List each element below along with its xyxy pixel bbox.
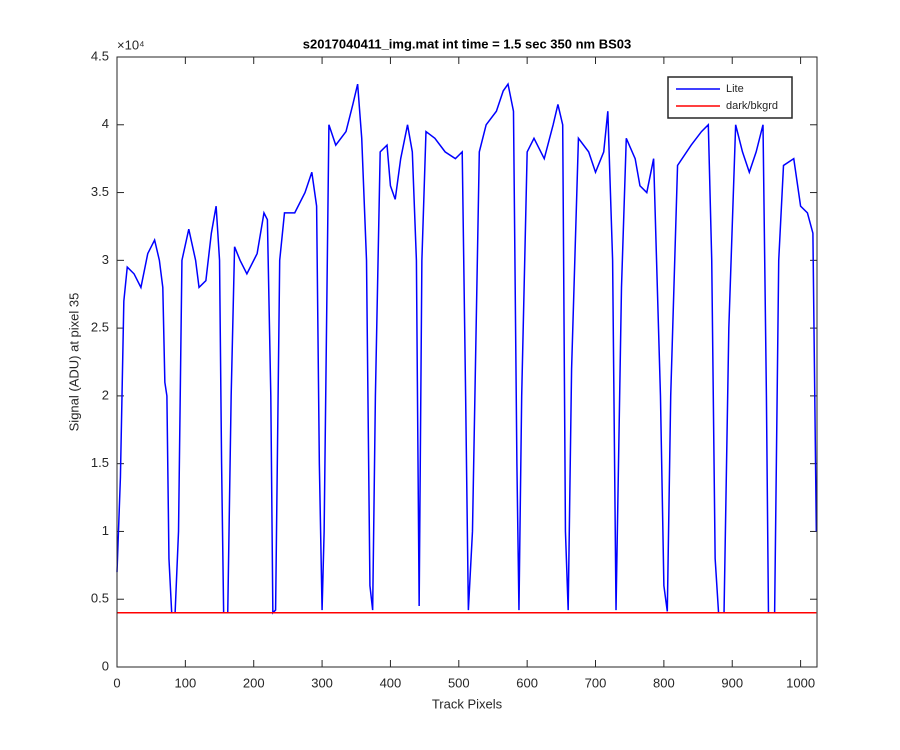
x-tick-label: 900: [721, 675, 743, 690]
x-tick-label: 400: [380, 675, 402, 690]
legend-label: dark/bkgrd: [726, 100, 778, 112]
x-tick-label: 800: [653, 675, 675, 690]
axes-box: [116, 56, 818, 668]
y-tick-label: 2: [102, 387, 109, 402]
y-tick-label: 3.5: [91, 184, 109, 199]
y-exponent: ×10⁴: [117, 37, 145, 52]
y-tick-label: 2.5: [91, 320, 109, 335]
y-axis-label: Signal (ADU) at pixel 35: [66, 293, 81, 432]
data-line: [116, 82, 818, 615]
x-tick-label: 200: [243, 675, 265, 690]
y-tick-label: 4: [102, 116, 109, 131]
y-tick-label: 4.5: [91, 48, 109, 63]
y-tick-label: 3: [102, 252, 109, 267]
x-axis-label: Track Pixels: [432, 696, 503, 711]
x-tick-label: 300: [311, 675, 333, 690]
legend-box: [667, 76, 793, 119]
y-tick-label: 0: [102, 658, 109, 673]
x-tick-label: 600: [516, 675, 538, 690]
y-tick-label: 0.5: [91, 591, 109, 606]
x-tick-label: 500: [448, 675, 470, 690]
y-tick-label: 1.5: [91, 455, 109, 470]
x-tick-label: 700: [585, 675, 607, 690]
x-tick-label: 1000: [786, 675, 815, 690]
y-tick-label: 1: [102, 523, 109, 538]
x-tick-label: 100: [175, 675, 197, 690]
x-tick-label: 0: [113, 675, 120, 690]
chart-title: s2017040411_img.mat int time = 1.5 sec 3…: [303, 36, 631, 51]
legend-label: Lite: [726, 83, 744, 95]
